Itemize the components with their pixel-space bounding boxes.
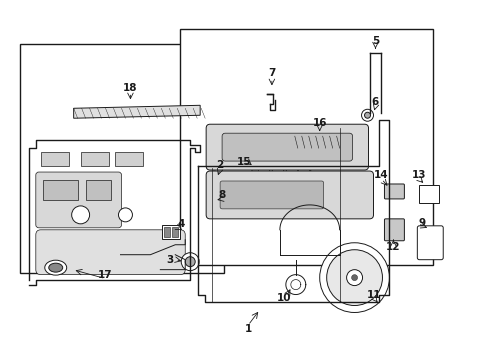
- Bar: [271, 159, 282, 175]
- Circle shape: [361, 109, 373, 121]
- Polygon shape: [74, 105, 200, 118]
- Bar: [81, 152, 108, 166]
- FancyBboxPatch shape: [416, 226, 442, 260]
- Text: 2: 2: [216, 160, 224, 170]
- Bar: [115, 152, 143, 166]
- Text: 16: 16: [312, 118, 326, 128]
- Text: 8: 8: [218, 190, 225, 200]
- Text: 5: 5: [371, 36, 378, 46]
- Bar: [285, 159, 296, 175]
- Text: 18: 18: [123, 84, 138, 93]
- FancyBboxPatch shape: [36, 172, 121, 228]
- Bar: [258, 159, 268, 175]
- Text: 4: 4: [177, 219, 184, 229]
- FancyBboxPatch shape: [206, 171, 373, 219]
- FancyBboxPatch shape: [222, 133, 352, 161]
- Text: 12: 12: [386, 242, 400, 252]
- Text: 1: 1: [244, 324, 251, 334]
- Text: 7: 7: [267, 68, 275, 78]
- FancyBboxPatch shape: [251, 153, 310, 181]
- Circle shape: [181, 253, 199, 271]
- Circle shape: [351, 275, 357, 280]
- Ellipse shape: [45, 260, 66, 275]
- Circle shape: [364, 112, 370, 118]
- Circle shape: [346, 270, 362, 285]
- Text: 14: 14: [373, 170, 388, 180]
- Bar: [162, 225, 180, 239]
- FancyBboxPatch shape: [206, 124, 368, 170]
- Circle shape: [118, 208, 132, 222]
- Text: 6: 6: [371, 97, 378, 107]
- Text: 10: 10: [276, 293, 290, 302]
- Text: 3: 3: [166, 255, 174, 265]
- Bar: [172, 227, 178, 237]
- Ellipse shape: [290, 133, 345, 151]
- Circle shape: [72, 206, 89, 224]
- Bar: [42, 180, 78, 200]
- Bar: [85, 180, 110, 200]
- Ellipse shape: [49, 263, 62, 272]
- Circle shape: [326, 250, 382, 306]
- Text: 9: 9: [418, 218, 425, 228]
- Ellipse shape: [208, 171, 220, 185]
- Text: 13: 13: [411, 170, 426, 180]
- Ellipse shape: [208, 191, 220, 205]
- Text: 11: 11: [366, 289, 381, 300]
- FancyBboxPatch shape: [384, 184, 404, 199]
- Circle shape: [319, 243, 388, 312]
- FancyBboxPatch shape: [36, 230, 185, 275]
- FancyBboxPatch shape: [220, 181, 323, 209]
- Bar: [41, 152, 68, 166]
- Bar: [20, 44, 224, 273]
- Bar: [297, 159, 308, 175]
- Bar: [180, 28, 432, 265]
- Bar: [164, 227, 170, 237]
- Bar: [419, 185, 438, 203]
- Text: 17: 17: [98, 270, 113, 280]
- Circle shape: [185, 257, 195, 267]
- Text: 15: 15: [236, 157, 251, 167]
- FancyBboxPatch shape: [384, 219, 404, 241]
